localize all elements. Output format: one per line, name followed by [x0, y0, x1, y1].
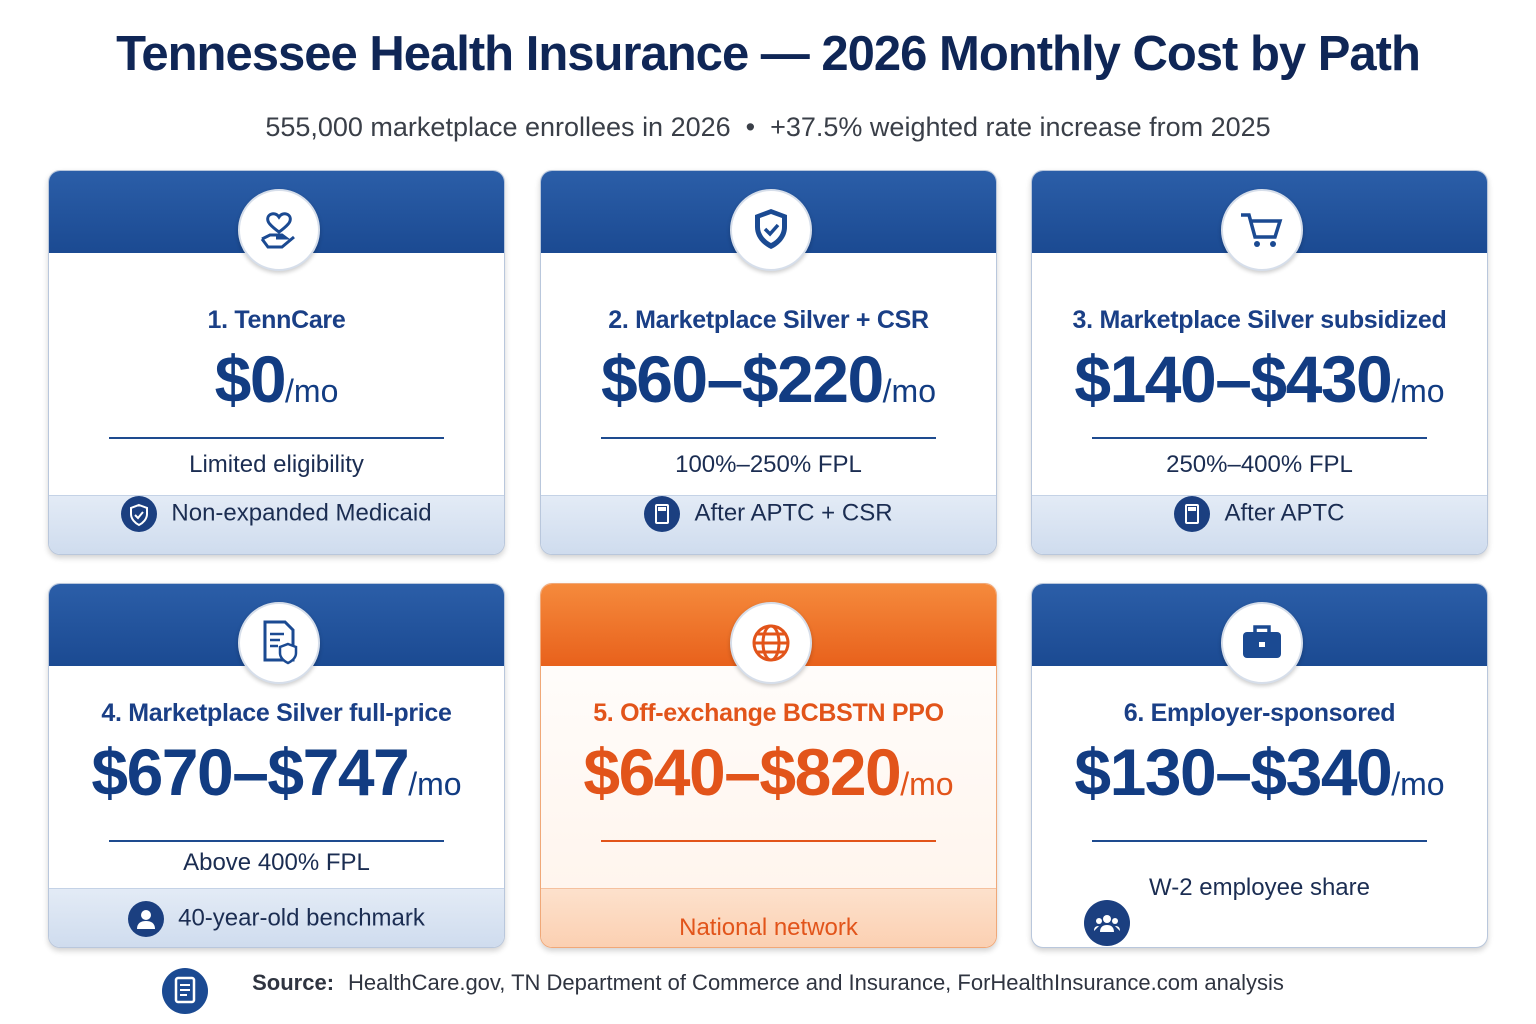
footer-icon — [1084, 900, 1130, 946]
card-footer — [49, 888, 504, 947]
card-detail: National network — [679, 914, 858, 941]
card-price: $130–$340/mo — [1032, 734, 1487, 810]
card-icon — [237, 189, 320, 271]
price-value: $0 — [214, 342, 287, 416]
footer-icon — [128, 901, 165, 937]
divider — [109, 437, 444, 439]
card-price: $140–$430/mo — [1032, 341, 1487, 417]
divider — [1092, 840, 1427, 842]
divider — [109, 840, 444, 842]
price-value: $140–$430 — [1074, 342, 1392, 416]
divider — [601, 437, 936, 439]
card-icon — [729, 602, 812, 684]
card-icon — [237, 602, 320, 684]
card-detail: Above 400% FPL — [183, 849, 370, 876]
source-label: Source: — [252, 970, 335, 995]
card-title: 3. Marketplace Silver subsidized — [1072, 306, 1447, 334]
card-footer-text: Non-expanded Medicaid — [49, 496, 504, 532]
card-footer — [541, 495, 996, 554]
card: 5. Off-exchange BCBSTN PPO $640–$820/mo Na… — [540, 583, 997, 948]
card-price: $60–$220/mo — [541, 341, 996, 417]
title: Tennessee Health Insurance — 2026 Monthl… — [116, 27, 1421, 81]
card-price: $0/mo — [49, 341, 504, 417]
card-footer-text: 40-year-old benchmark — [49, 901, 504, 937]
source: Source: HealthCare.gov, TN Department of … — [0, 970, 1536, 996]
price-value: $60–$220 — [601, 342, 884, 416]
card-footer-text: After APTC — [1032, 496, 1487, 532]
price-unit: /mo — [900, 766, 954, 802]
footer-icon — [1174, 496, 1211, 532]
footer-label: After APTC + CSR — [694, 499, 893, 527]
price-value: $130–$340 — [1074, 735, 1392, 809]
price-unit: /mo — [408, 766, 462, 802]
card: 3. Marketplace Silver subsidized $140–$43… — [1031, 170, 1488, 555]
card-detail: 100%–250% FPL — [675, 451, 862, 478]
footer-label: After APTC — [1224, 499, 1345, 527]
price-unit: /mo — [1391, 373, 1445, 409]
card-title: 5. Off-exchange BCBSTN PPO — [593, 699, 944, 727]
footer-icon — [644, 496, 681, 532]
card-title: 4. Marketplace Silver full-price — [101, 699, 452, 727]
card-title: 1. TennCare — [207, 306, 346, 334]
source-text: HealthCare.gov, TN Department of Commerc… — [348, 970, 1284, 995]
subtitle: 555,000 marketplace enrollees in 2026 • … — [265, 112, 1271, 142]
card-price: $640–$820/mo — [541, 734, 996, 810]
card-detail: 250%–400% FPL — [1166, 451, 1353, 478]
card-icon — [1220, 189, 1303, 271]
source-icon — [162, 968, 208, 1014]
card-footer — [541, 888, 996, 947]
card-icon — [729, 189, 812, 271]
card-price: $670–$747/mo — [49, 734, 504, 810]
card: 2. Marketplace Silver + CSR $60–$220/mo 10… — [540, 170, 997, 555]
price-unit: /mo — [882, 373, 936, 409]
card-title: 6. Employer-sponsored — [1123, 699, 1396, 727]
footer-label: 40-year-old benchmark — [178, 904, 425, 932]
divider — [1092, 437, 1427, 439]
card: 4. Marketplace Silver full-price $670–$74… — [48, 583, 505, 948]
footer-label: Non-expanded Medicaid — [171, 499, 432, 527]
price-unit: /mo — [1391, 766, 1445, 802]
card-title: 2. Marketplace Silver + CSR — [608, 306, 929, 334]
card-detail: W-2 employee share — [1149, 874, 1370, 901]
card-detail: Limited eligibility — [189, 451, 364, 478]
price-value: $640–$820 — [583, 735, 901, 809]
card-icon — [1220, 602, 1303, 684]
footer-icon — [121, 496, 158, 532]
price-value: $670–$747 — [91, 735, 409, 809]
card-footer — [1032, 495, 1487, 554]
divider — [601, 840, 936, 842]
price-unit: /mo — [285, 373, 339, 409]
card-footer-text: After APTC + CSR — [541, 496, 996, 532]
card: 1. TennCare $0/mo Limited eligibility Non-e… — [48, 170, 505, 555]
card: 6. Employer-sponsored $130–$340/mo W-2 emp… — [1031, 583, 1488, 948]
